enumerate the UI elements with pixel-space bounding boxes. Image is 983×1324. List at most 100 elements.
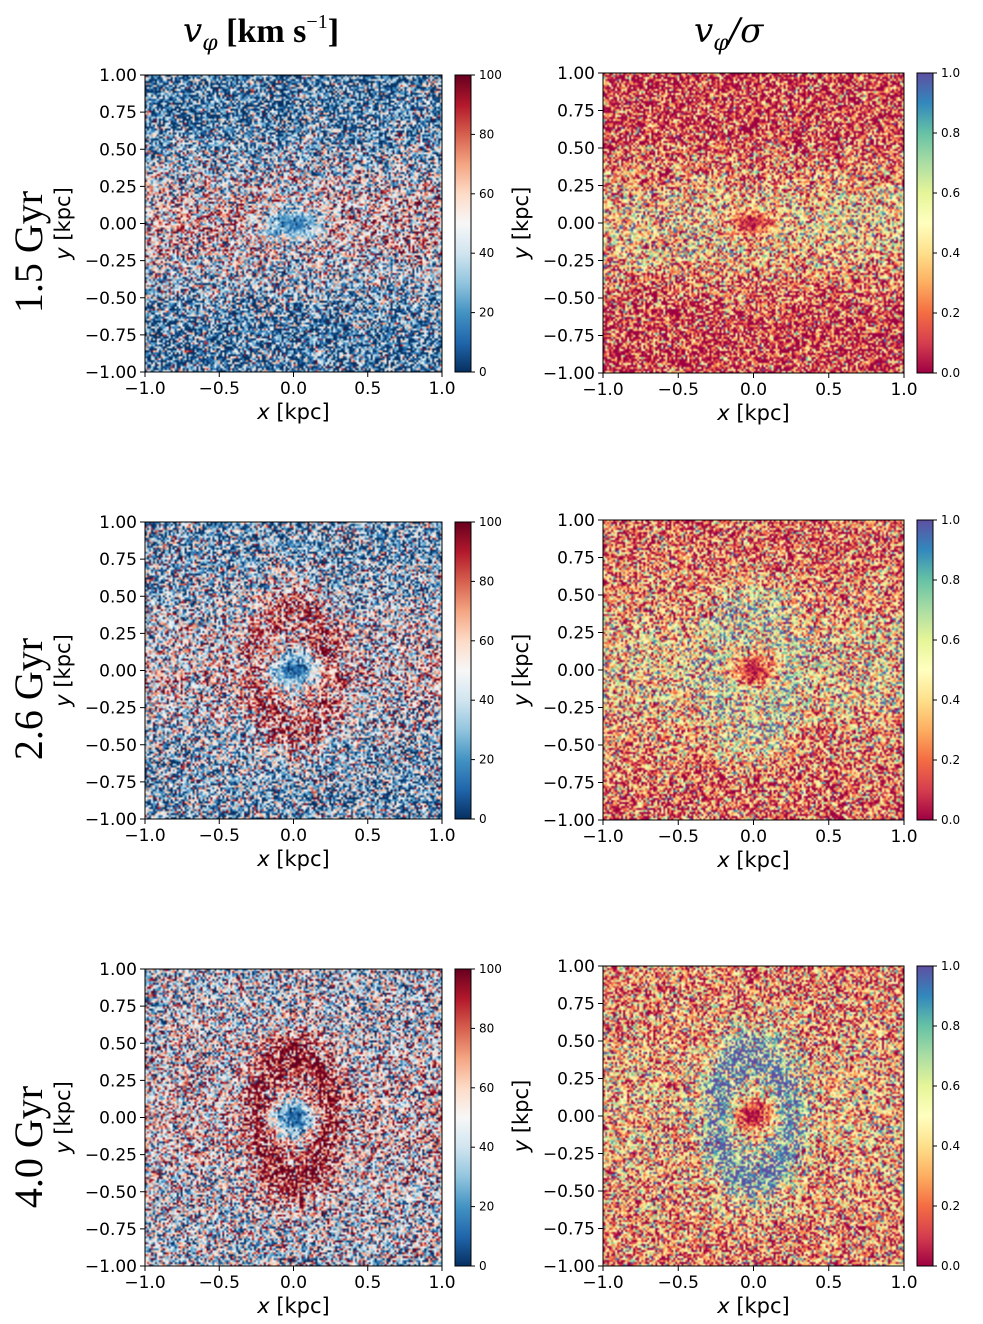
- y-tick-label: −0.50: [85, 1183, 137, 1203]
- panel-vphi-4.0: −1.0 −0.5 0.0 0.5 1.0 1.00 0.75 0.50 0.25 0.00 −0.…: [51, 960, 502, 1318]
- y-axis-label: y [kpc]: [509, 1080, 533, 1154]
- panel-ratio-4.0: −1.0 −0.5 0.0 0.5 1.0 1.00 0.75 0.50 0.25 0.00 −0.…: [509, 957, 960, 1318]
- y-tick-label: 0.50: [557, 586, 595, 606]
- panel-ratio-1.5: −1.0 −0.5 0.0 0.5 1.0 1.00 0.75 0.50 0.25 0.00 −0.…: [509, 64, 960, 425]
- x-tick-label: 1.0: [890, 1273, 917, 1293]
- y-tick-label: 1.00: [99, 960, 137, 980]
- y-tick-label: −1.00: [543, 364, 595, 384]
- y-tick-label: 1.00: [99, 66, 137, 86]
- y-tick-label: 0.25: [99, 1071, 137, 1091]
- y-tick-label: 0.75: [99, 997, 137, 1017]
- colorbar-tick-label: 0.4: [941, 246, 960, 260]
- y-axis-label: y [kpc]: [51, 1081, 75, 1155]
- heatmap-image: [603, 73, 904, 373]
- colorbar-tick-label: 1.0: [941, 66, 960, 80]
- x-tick-label: 0.5: [354, 826, 381, 846]
- x-tick-label: −0.5: [199, 1273, 240, 1293]
- colorbar-tick-label: 40: [479, 1140, 494, 1154]
- x-tick-label: 0.5: [815, 380, 842, 400]
- x-tick-label: 0.0: [280, 826, 307, 846]
- x-tick-label: −0.5: [658, 827, 699, 847]
- colorbar-tick-label: 0.0: [941, 813, 960, 827]
- y-tick-label: −0.75: [543, 327, 595, 347]
- colorbar-tick-label: 0.6: [941, 186, 960, 200]
- row-label-1: 1.5 Gyr: [6, 191, 51, 313]
- colorbar-tick-label: 100: [479, 68, 502, 82]
- x-tick-label: 0.5: [354, 1273, 381, 1293]
- y-tick-label: 0.75: [99, 103, 137, 123]
- colorbar-tick-label: 40: [479, 246, 494, 260]
- x-tick-label: 0.5: [815, 1273, 842, 1293]
- panel-vphi-1.5: −1.0 −0.5 0.0 0.5 1.0 1.00 0.75 0.50 0.25 0.00 −0.…: [51, 66, 502, 424]
- x-tick-label: 1.0: [890, 827, 917, 847]
- colorbar-tick-label: 20: [479, 1200, 494, 1214]
- x-tick-label: −0.5: [658, 1273, 699, 1293]
- x-axis-label: x [kpc]: [716, 1294, 790, 1318]
- y-tick-label: 0.25: [557, 624, 595, 644]
- x-tick-label: 0.0: [740, 1273, 767, 1293]
- colorbar: [454, 521, 472, 820]
- y-tick-label: 1.00: [557, 511, 595, 531]
- colorbar-tick-label: 20: [479, 753, 494, 767]
- x-tick-label: −1.0: [124, 826, 165, 846]
- x-tick-label: −0.5: [199, 826, 240, 846]
- y-tick-label: 0.00: [99, 1109, 137, 1129]
- panel-ratio-2.6: −1.0 −0.5 0.0 0.5 1.0 1.00 0.75 0.50 0.25 0.00 −0.…: [509, 511, 960, 872]
- y-tick-label: −0.25: [85, 699, 137, 719]
- y-axis-label: y [kpc]: [509, 187, 533, 261]
- y-tick-label: −1.00: [543, 1257, 595, 1277]
- x-tick-label: 0.5: [815, 827, 842, 847]
- y-tick-label: 0.50: [99, 1034, 137, 1054]
- x-axis-label: x [kpc]: [256, 400, 330, 424]
- y-tick-label: 0.25: [99, 177, 137, 197]
- heatmap-image: [145, 969, 442, 1266]
- y-tick-label: 0.25: [557, 1070, 595, 1090]
- y-tick-label: 1.00: [557, 957, 595, 977]
- y-tick-label: 0.25: [99, 624, 137, 644]
- y-tick-label: 0.50: [557, 1032, 595, 1052]
- heatmap-image: [603, 520, 904, 820]
- x-tick-label: −1.0: [124, 379, 165, 399]
- y-tick-label: −0.75: [85, 1220, 137, 1240]
- x-tick-label: −0.5: [199, 379, 240, 399]
- x-tick-label: −1.0: [582, 380, 623, 400]
- colorbar-tick-label: 1.0: [941, 959, 960, 973]
- x-tick-label: 0.0: [280, 1273, 307, 1293]
- heatmap-image: [145, 75, 442, 372]
- colorbar: [916, 965, 934, 1267]
- y-tick-label: −0.75: [543, 1220, 595, 1240]
- y-tick-label: 0.75: [557, 102, 595, 122]
- x-tick-label: 1.0: [890, 380, 917, 400]
- colorbar-tick-label: 0.8: [941, 573, 960, 587]
- colorbar-tick-label: 40: [479, 693, 494, 707]
- x-tick-label: 0.0: [280, 379, 307, 399]
- y-tick-label: −1.00: [85, 810, 137, 830]
- colorbar: [916, 519, 934, 821]
- colorbar-tick-label: 60: [479, 1081, 494, 1095]
- colorbar-tick-label: 0: [479, 812, 487, 826]
- y-tick-label: −0.50: [543, 1182, 595, 1202]
- x-axis-label: x [kpc]: [716, 848, 790, 872]
- colorbar-tick-label: 0.0: [941, 366, 960, 380]
- heatmap-image: [145, 522, 442, 819]
- colorbar: [916, 72, 934, 374]
- colorbar-tick-label: 0.2: [941, 1199, 960, 1213]
- colorbar-tick-label: 80: [479, 127, 494, 141]
- y-tick-label: 1.00: [557, 64, 595, 84]
- colorbar-tick-label: 0: [479, 365, 487, 379]
- x-axis-label: x [kpc]: [256, 1294, 330, 1318]
- y-tick-label: −0.50: [85, 289, 137, 309]
- y-tick-label: 0.75: [557, 995, 595, 1015]
- colorbar-tick-label: 0.8: [941, 126, 960, 140]
- colorbar-tick-label: 1.0: [941, 513, 960, 527]
- y-tick-label: 1.00: [99, 513, 137, 533]
- x-tick-label: 1.0: [428, 379, 455, 399]
- y-tick-label: −0.25: [543, 699, 595, 719]
- y-tick-label: 0.00: [99, 662, 137, 682]
- x-tick-label: 0.5: [354, 379, 381, 399]
- x-tick-label: −1.0: [124, 1273, 165, 1293]
- y-tick-label: −0.50: [543, 289, 595, 309]
- y-tick-label: −0.75: [543, 774, 595, 794]
- y-tick-label: 0.75: [99, 550, 137, 570]
